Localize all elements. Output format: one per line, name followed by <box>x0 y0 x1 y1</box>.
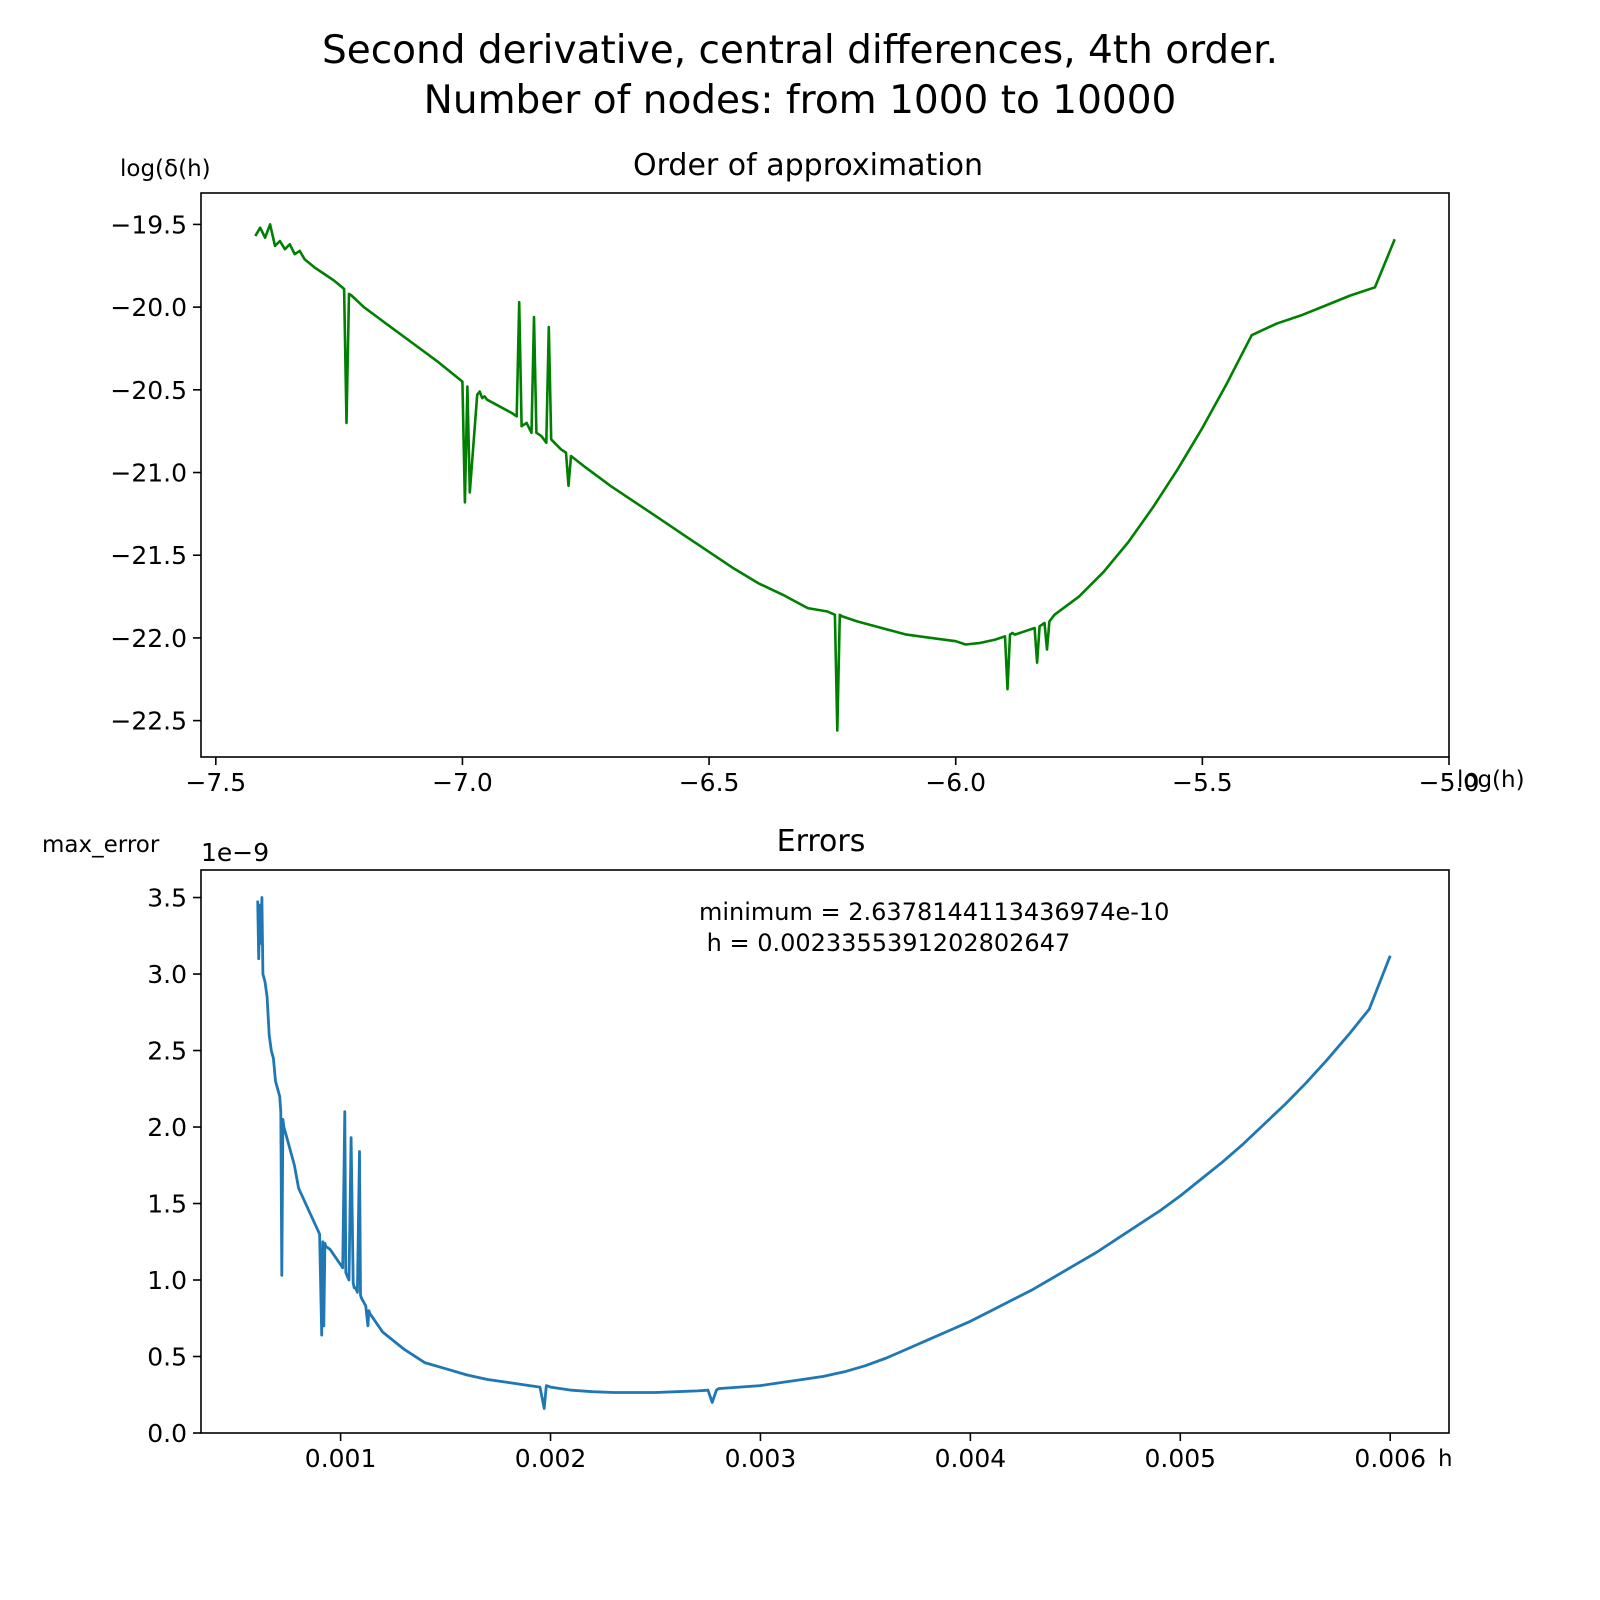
x-tick-label: 0.004 <box>935 1444 1007 1473</box>
x-tick-label: −6.0 <box>925 768 986 797</box>
series-line <box>254 223 1396 732</box>
minimum-annotation-line1: minimum = 2.6378144113436974e-10 <box>699 898 1169 926</box>
minimum-annotation-line2: h = 0.002335539120280264​7 <box>699 929 1070 957</box>
figure-title-line1: Second derivative, central differences, … <box>322 28 1278 73</box>
y-tick-label: −19.5 <box>110 210 187 239</box>
x-axis-label: log(h) <box>1457 767 1525 793</box>
y-tick-label: 0.0 <box>147 1419 187 1448</box>
y-tick-label: −21.5 <box>110 541 187 570</box>
x-tick-label: 0.003 <box>725 1444 797 1473</box>
y-tick-label: 1.0 <box>147 1266 187 1295</box>
plot-title: Order of approximation <box>633 148 983 183</box>
x-tick-label: −5.0 <box>1419 768 1480 797</box>
x-tick-label: 0.005 <box>1145 1444 1217 1473</box>
y-tick-label: −20.5 <box>110 376 187 405</box>
series-line <box>256 896 1392 1410</box>
y-tick-label: −21.0 <box>110 459 187 488</box>
y-tick-label: 2.0 <box>147 1113 187 1142</box>
y-tick-label: 3.0 <box>147 960 187 989</box>
ticks: −7.5 −7.0 −6.5 −6.0 −5.5 −5.0 −19.5 −20.0 −20.5 −… <box>110 210 1479 797</box>
x-tick-label: −7.0 <box>432 768 493 797</box>
y-tick-label: 2.5 <box>147 1037 187 1066</box>
x-tick-label: −7.5 <box>185 768 246 797</box>
y-tick-label: 1.5 <box>147 1190 187 1219</box>
errors-plot: Errors max_error 1e−9 h minimum = 2.6378… <box>42 824 1453 1473</box>
x-axis-label: h <box>1438 1446 1453 1472</box>
axes-frame <box>200 192 1450 758</box>
y-tick-label: 0.5 <box>147 1343 187 1372</box>
y-scale-factor: 1e−9 <box>201 838 269 867</box>
x-tick-label: 0.001 <box>305 1444 377 1473</box>
y-axis-label: max_error <box>42 832 160 858</box>
x-tick-label: 0.002 <box>515 1444 587 1473</box>
order-of-approximation-plot: Order of approximation log(δ(h) log(h) −… <box>110 148 1524 797</box>
x-tick-label: −5.5 <box>1172 768 1233 797</box>
y-tick-label: −20.0 <box>110 293 187 322</box>
y-tick-label: −22.5 <box>110 707 187 736</box>
y-tick-label: −22.0 <box>110 624 187 653</box>
figure-title-line2: Number of nodes: from 1000 to 10000 <box>424 78 1177 123</box>
ticks: 0.001 0.002 0.003 0.004 0.005 0.006 0.0 0.5 1.0 1… <box>147 884 1426 1473</box>
plot-title: Errors <box>777 824 866 859</box>
x-tick-label: 0.006 <box>1354 1444 1426 1473</box>
x-tick-label: −6.5 <box>679 768 740 797</box>
y-tick-label: 3.5 <box>147 884 187 913</box>
axes-frame <box>200 869 1450 1434</box>
y-axis-label: log(δ(h) <box>120 156 211 182</box>
